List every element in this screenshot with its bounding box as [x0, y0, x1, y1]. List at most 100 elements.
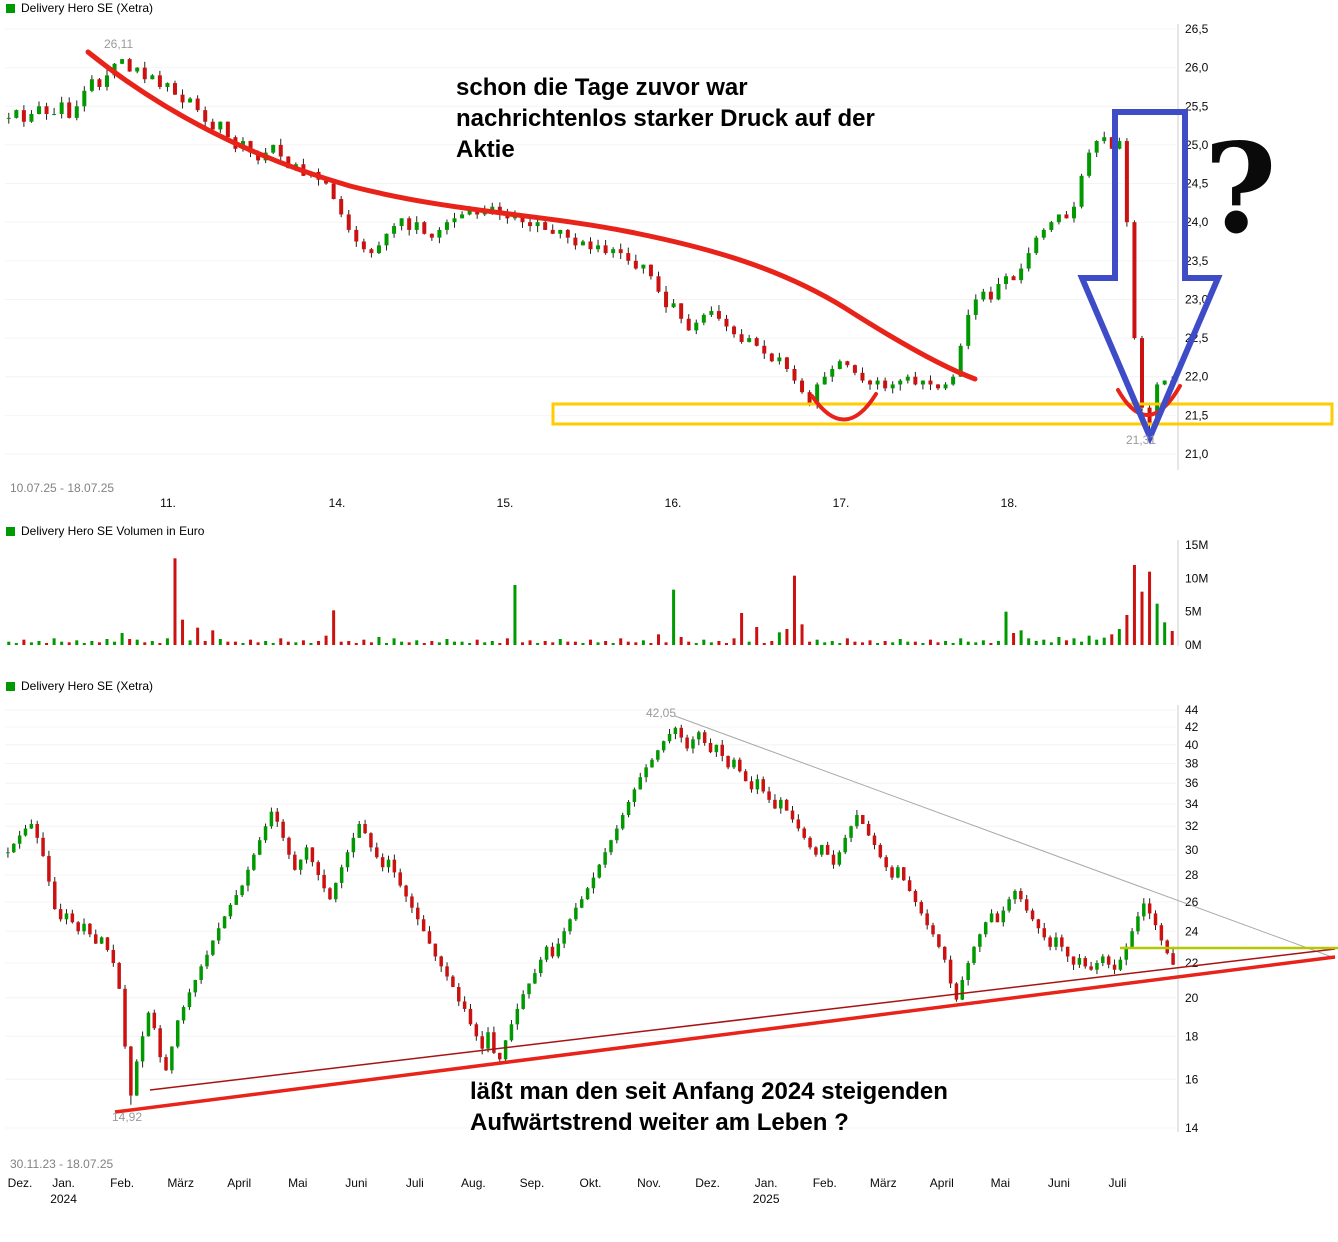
volume-bar [558, 639, 562, 645]
volume-bar [52, 638, 56, 645]
candle-body [574, 907, 578, 920]
low-marker-label-daily: 14,92 [112, 1110, 143, 1124]
candle-body [762, 345, 767, 354]
candle-body [754, 338, 759, 346]
candle-body [439, 956, 443, 967]
y-tick-label: 42 [1185, 720, 1199, 734]
candle-body [671, 303, 676, 308]
candle-body [761, 779, 765, 792]
volume-bar [845, 638, 849, 645]
volume-bar [354, 643, 358, 645]
volume-bar [82, 643, 86, 645]
candle-body [1094, 141, 1099, 153]
candle-body [890, 384, 895, 389]
candle-body [913, 376, 918, 385]
candle-body [422, 222, 427, 234]
candle-body [685, 737, 689, 749]
candle-body [146, 1012, 151, 1037]
candle-body [691, 739, 695, 749]
candle-body [1001, 910, 1006, 923]
volume-bar [853, 641, 857, 645]
candle-body [363, 823, 367, 834]
volume-bar [1064, 640, 1068, 645]
candle-body [127, 59, 132, 72]
candle-body [686, 318, 691, 331]
legend-square-icon [6, 526, 15, 536]
candle-body [14, 110, 19, 118]
volume-bar [241, 643, 245, 645]
volume-bar [400, 641, 404, 645]
candle-body [648, 264, 653, 277]
v-bounce-mark [1116, 384, 1182, 417]
volume-bar [143, 642, 147, 645]
volume-bar [815, 639, 819, 645]
candle-body [1024, 899, 1029, 911]
candle-body [837, 852, 842, 865]
candle-body [849, 826, 853, 838]
candle-body [709, 311, 714, 315]
volume-bar [1095, 639, 1099, 645]
volume-bar [211, 630, 215, 645]
volume-bar [37, 641, 41, 645]
candle-body [1087, 152, 1092, 176]
y-tick-label: 32 [1185, 819, 1199, 833]
candle-body [726, 755, 730, 768]
candle-body [421, 919, 426, 932]
y-tick-label: 28 [1185, 868, 1199, 882]
candle-body [724, 318, 729, 327]
candle-body [64, 913, 69, 920]
candle-body [392, 859, 397, 873]
volume-bar [883, 641, 887, 645]
x-tick-label: 15. [497, 496, 514, 510]
candle-body [966, 963, 970, 980]
candle-body [157, 75, 162, 87]
volume-bar [113, 641, 117, 645]
x-tick-label: Juni [345, 1176, 367, 1190]
candle-body [960, 979, 965, 1000]
volume-bar [981, 640, 985, 645]
candle-body [755, 779, 760, 790]
candle-body [989, 913, 994, 923]
candle-body [1071, 956, 1076, 965]
candle-body [216, 928, 221, 941]
candle-body [58, 909, 63, 920]
volume-bar [1072, 638, 1076, 645]
volume-bar [14, 643, 18, 645]
candle-body [978, 934, 982, 947]
candle-body [777, 357, 782, 362]
date-range-label-daily: 30.11.23 - 18.07.25 [10, 1157, 114, 1171]
volume-bar [687, 641, 691, 645]
x-tick-label: Mai [991, 1176, 1010, 1190]
candle-body [701, 314, 706, 323]
candle-body [240, 885, 244, 896]
volume-bar [1148, 571, 1152, 645]
candle-body [407, 218, 412, 230]
candle-body [784, 357, 789, 369]
volume-bar [256, 642, 260, 645]
candle-body [633, 260, 638, 269]
candle-body [973, 299, 978, 315]
candle-body [868, 380, 873, 385]
volume-bar [641, 640, 645, 645]
candle-body [410, 896, 414, 908]
daily-candles [6, 724, 1175, 1105]
candle-body [380, 857, 385, 868]
y-tick-label: 20 [1185, 991, 1199, 1005]
candle-body [351, 837, 356, 853]
candle-body [937, 934, 941, 947]
volume-bar [1140, 591, 1144, 645]
x-tick-label: Sep. [520, 1176, 545, 1190]
volume-bar [989, 643, 993, 645]
volume-bar [369, 642, 373, 645]
candle-body [925, 913, 929, 926]
candle-body [626, 801, 631, 816]
candle-body [1019, 268, 1024, 281]
candle-body [562, 931, 566, 944]
candle-body [972, 946, 976, 964]
candle-body [205, 954, 209, 967]
candle-body [47, 855, 51, 882]
candle-body [386, 859, 391, 868]
candle-body [694, 322, 699, 331]
candle-body [492, 1032, 496, 1053]
candle-body [44, 106, 49, 114]
